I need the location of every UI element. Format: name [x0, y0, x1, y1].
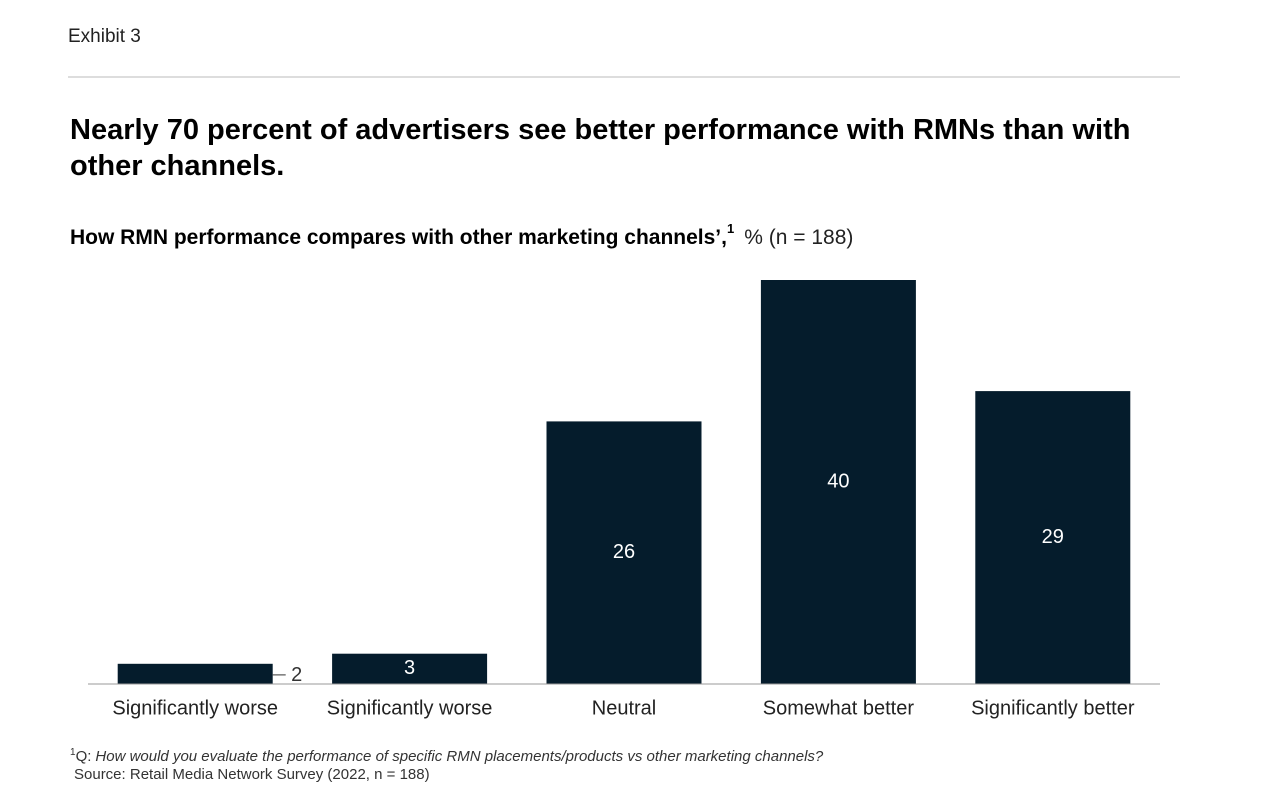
footnote-question: How would you evaluate the performance o…	[95, 748, 824, 765]
footnote-prefix: Q:	[76, 748, 92, 765]
value-label: 2	[291, 664, 302, 686]
source: Source: Retail Media Network Survey (202…	[74, 766, 430, 783]
x-tick-label: Neutral	[592, 697, 656, 719]
title-box: Nearly 70 percent of advertisers see bet…	[70, 114, 1131, 182]
footnote: 1Q: How would you evaluate the performanc…	[70, 747, 824, 765]
bar	[975, 391, 1131, 684]
bar	[332, 653, 488, 684]
subtitle-note-marker: 1	[727, 221, 734, 236]
value-label: 3	[404, 657, 415, 679]
plot: Significantly worse 2 Significantly worse 3…	[112, 280, 1135, 719]
value-label: 40	[827, 470, 849, 492]
x-tick-label: Significantly better	[971, 697, 1135, 719]
value-label: 29	[1042, 526, 1064, 548]
value-label: 26	[613, 541, 635, 563]
subtitle-text: How RMN performance compares with other …	[70, 226, 727, 249]
x-tick-label: Significantly worse	[112, 697, 278, 719]
chart-title: Nearly 70 percent of advertisers see bet…	[70, 114, 1131, 182]
exhibit-label: Exhibit 3	[68, 26, 141, 47]
x-tick-label: Significantly worse	[327, 697, 493, 719]
chart-subtitle: How RMN performance compares with other …	[70, 221, 853, 248]
subtitle-unit: % (n = 188)	[744, 226, 853, 249]
x-tick-label: Somewhat better	[763, 697, 915, 719]
bar	[760, 280, 916, 684]
bar	[546, 421, 702, 684]
footnote-marker: 1	[70, 747, 76, 758]
bar	[117, 663, 273, 684]
